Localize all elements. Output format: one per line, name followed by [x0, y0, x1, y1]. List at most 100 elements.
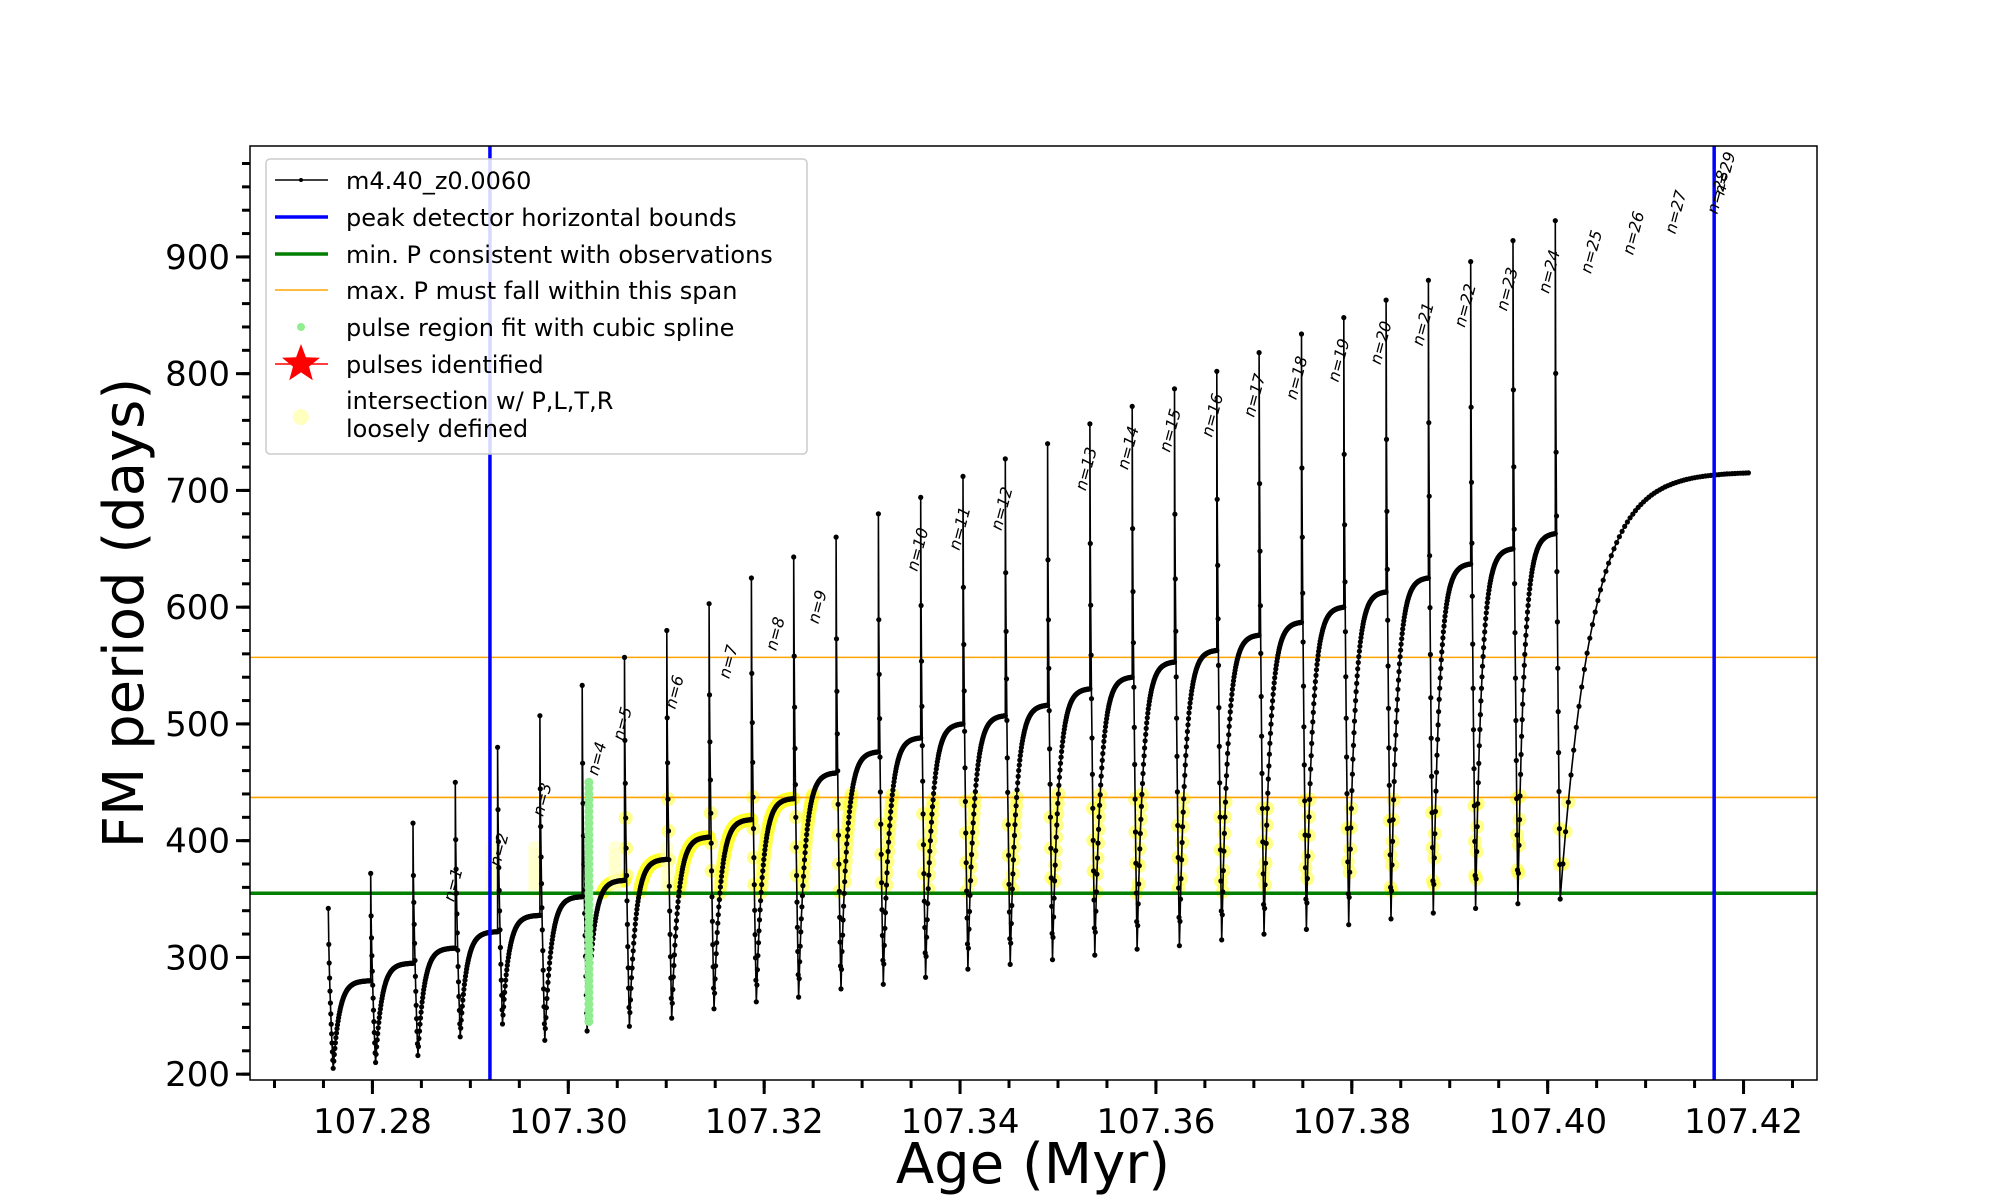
data-point: [417, 1021, 423, 1027]
data-point: [972, 789, 979, 795]
data-point: [1477, 726, 1483, 733]
data-point: [1097, 792, 1103, 798]
data-point: [1187, 700, 1193, 706]
data-point: [1053, 834, 1059, 840]
data-point: [1270, 691, 1276, 697]
data-point: [1215, 662, 1222, 669]
data-point: [1051, 895, 1057, 901]
data-point: [1264, 805, 1270, 812]
data-point: [717, 890, 723, 896]
data-point: [501, 996, 507, 1002]
data-point: [1096, 814, 1102, 820]
data-point: [462, 977, 468, 983]
data-point: [1476, 760, 1482, 767]
data-point: [1399, 631, 1405, 637]
data-point: [920, 778, 926, 784]
data-point: [1187, 705, 1193, 711]
x-axis-title: Age (Myr): [896, 1132, 1170, 1197]
data-point: [1394, 696, 1400, 702]
data-point: [1087, 686, 1093, 692]
data-point: [1473, 876, 1479, 882]
data-point: [666, 883, 672, 889]
data-point: [759, 882, 765, 888]
data-point: [1004, 755, 1010, 761]
data-point: [1357, 639, 1363, 645]
data-point: [452, 779, 458, 785]
data-point: [1017, 757, 1023, 763]
data-point: [1304, 875, 1310, 882]
data-point: [671, 962, 677, 969]
data-point: [1348, 825, 1354, 831]
data-point: [328, 1021, 334, 1027]
data-point: [1091, 868, 1097, 874]
data-point: [1143, 731, 1149, 738]
data-point: [707, 777, 714, 783]
data-point: [1439, 642, 1445, 648]
data-point: [497, 908, 503, 914]
data-point: [375, 1025, 381, 1031]
data-point: [1356, 648, 1362, 654]
data-point: [971, 811, 977, 817]
data-point: [1053, 848, 1059, 854]
data-point: [1130, 640, 1136, 646]
data-point: [1482, 629, 1488, 635]
data-point: [664, 715, 670, 721]
data-point: [580, 760, 586, 766]
data-point: [628, 975, 635, 981]
data-point: [1385, 663, 1391, 669]
data-point: [1218, 878, 1224, 884]
x-tick-label: 107.34: [901, 1102, 1020, 1142]
data-point: [1270, 698, 1276, 704]
data-point: [333, 1035, 339, 1041]
data-point: [673, 925, 679, 931]
data-point: [370, 1007, 377, 1013]
data-point: [1390, 838, 1396, 845]
data-point: [1087, 421, 1093, 427]
data-point: [1527, 581, 1533, 588]
data-point: [974, 771, 980, 777]
data-point: [632, 927, 638, 933]
data-point: [796, 976, 802, 982]
data-point: [1173, 628, 1179, 634]
data-point: [580, 800, 586, 806]
data-point: [1060, 734, 1066, 740]
data-point: [1261, 901, 1267, 908]
data-point: [1390, 817, 1396, 823]
data-point: [1046, 665, 1052, 671]
data-point: [1468, 404, 1474, 410]
data-point: [791, 796, 797, 802]
data-point: [1556, 826, 1562, 832]
data-point: [1442, 613, 1448, 619]
data-point: [1552, 218, 1558, 224]
data-point: [918, 735, 924, 741]
data-point: [1140, 770, 1146, 777]
data-point: [960, 473, 966, 479]
data-point: [1136, 881, 1142, 887]
data-point: [1441, 623, 1447, 629]
data-point: [327, 1000, 333, 1006]
data-point: [1525, 602, 1531, 609]
data-point: [1576, 703, 1582, 709]
data-point: [1055, 800, 1061, 807]
data-point: [1608, 553, 1614, 559]
data-point: [791, 554, 797, 560]
data-point: [1342, 579, 1348, 585]
data-point: [374, 1037, 380, 1043]
data-point: [1057, 767, 1063, 773]
data-point: [1600, 577, 1606, 583]
data-point: [754, 982, 760, 988]
data-point: [453, 866, 459, 872]
data-point: [412, 973, 418, 980]
data-point: [1088, 652, 1094, 658]
data-point: [1171, 659, 1178, 665]
data-point: [878, 821, 884, 827]
data-point: [675, 904, 681, 911]
data-point: [877, 789, 884, 795]
data-point: [667, 931, 673, 938]
data-point: [500, 1012, 506, 1018]
data-point: [1526, 596, 1532, 603]
data-point: [1215, 616, 1221, 622]
data-point: [919, 703, 925, 709]
data-point: [1263, 860, 1269, 866]
